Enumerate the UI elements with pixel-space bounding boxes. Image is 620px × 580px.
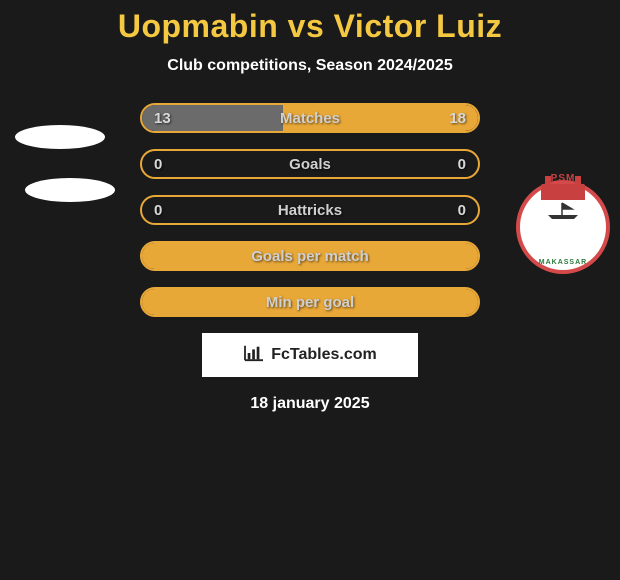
badge-graphic-icon — [533, 184, 593, 224]
stat-label: Hattricks — [142, 197, 478, 223]
stats-column: Matches1318Goals00Hattricks00Goals per m… — [140, 103, 480, 317]
stat-value-left: 0 — [154, 197, 162, 223]
stat-bar: Goals0 0 — [140, 149, 480, 179]
stat-value-right: 0 — [458, 151, 466, 177]
stat-value-right: 0 — [458, 197, 466, 223]
stat-bar: Matches13 18 — [140, 103, 480, 133]
stat-bar: Goals per match — [140, 241, 480, 271]
stat-value-left: 0 — [154, 151, 162, 177]
player-left-placeholder-icon — [25, 178, 115, 202]
stat-bar: Min per goal — [140, 287, 480, 317]
stat-bar: Hattricks0 0 — [140, 195, 480, 225]
stat-label: Matches — [142, 105, 478, 131]
bar-chart-icon — [243, 344, 265, 367]
stat-label: Min per goal — [142, 289, 478, 315]
brand-badge: FcTables.com — [202, 333, 418, 377]
stat-label: Goals — [142, 151, 478, 177]
subtitle: Club competitions, Season 2024/2025 — [0, 57, 620, 75]
stat-label: Goals per match — [142, 243, 478, 269]
stat-value-right: 18 — [449, 105, 466, 131]
club-badge-right: PSM MAKASSAR — [516, 180, 610, 274]
stat-value-left: 13 — [154, 105, 171, 131]
date-text: 18 january 2025 — [0, 395, 620, 413]
player-left-placeholder-icon — [15, 125, 105, 149]
page-title: Uopmabin vs Victor Luiz — [0, 8, 620, 45]
badge-text-top: PSM — [551, 173, 576, 184]
badge-text-bottom: MAKASSAR — [539, 259, 587, 266]
brand-text: FcTables.com — [271, 346, 377, 364]
